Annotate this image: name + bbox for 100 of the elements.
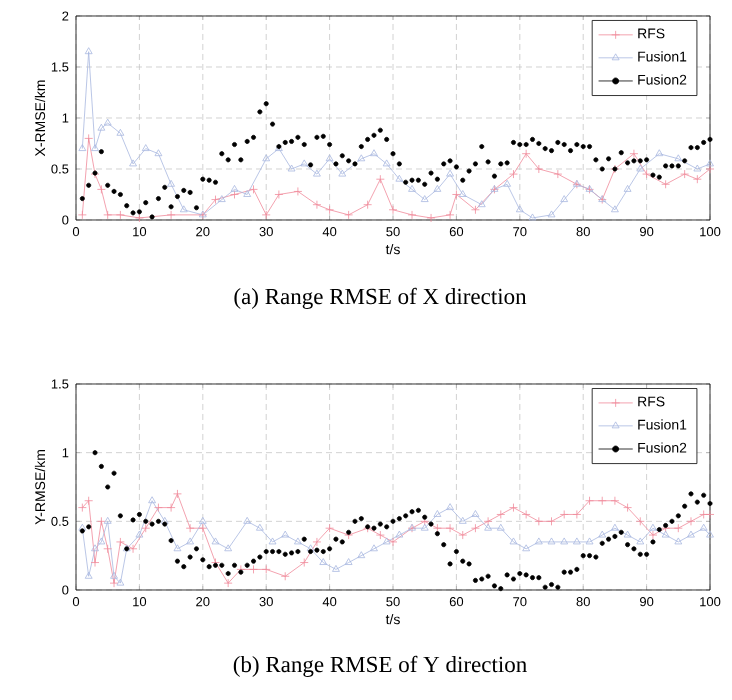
point [268, 537, 277, 545]
point [325, 523, 335, 533]
point [84, 496, 94, 506]
point [243, 516, 252, 524]
point [534, 537, 543, 545]
point [388, 537, 398, 547]
point [610, 496, 620, 506]
point [655, 149, 664, 157]
point [496, 510, 506, 519]
point [382, 159, 391, 167]
point [306, 544, 315, 552]
point [661, 530, 670, 538]
point [635, 516, 645, 526]
point [471, 205, 480, 215]
point [673, 523, 683, 533]
point [648, 530, 658, 540]
point [680, 169, 690, 179]
point [103, 118, 112, 126]
point [560, 537, 569, 545]
point [128, 544, 138, 554]
point [661, 179, 671, 189]
point [211, 195, 220, 204]
point [407, 210, 417, 220]
point [572, 510, 582, 519]
point [90, 558, 100, 567]
point [249, 565, 258, 574]
point [426, 213, 436, 223]
point [521, 149, 531, 159]
text: (b) Range RMSE of Y direction [233, 655, 527, 677]
point [445, 523, 455, 533]
point [559, 510, 569, 519]
point [452, 190, 461, 199]
point [642, 169, 652, 179]
point [154, 503, 163, 512]
point [503, 179, 511, 187]
point [611, 523, 619, 531]
point [686, 516, 696, 526]
point [312, 537, 322, 547]
point [692, 174, 702, 184]
point [116, 578, 125, 586]
point [509, 537, 518, 545]
point [91, 544, 99, 552]
point [432, 523, 442, 533]
point [109, 578, 119, 588]
point [370, 149, 378, 157]
point [154, 149, 163, 157]
point [395, 530, 404, 538]
point [294, 537, 302, 545]
point [458, 530, 468, 540]
point [598, 530, 607, 538]
point [103, 544, 113, 554]
point [629, 149, 639, 159]
point [623, 184, 632, 192]
point [363, 200, 373, 210]
point [547, 537, 556, 545]
point [148, 496, 156, 504]
point [674, 154, 683, 162]
point [261, 565, 271, 574]
point [458, 516, 467, 524]
point [141, 144, 150, 151]
point [249, 184, 258, 194]
point [293, 187, 303, 196]
point [97, 537, 106, 545]
point [135, 213, 144, 223]
point [693, 164, 702, 172]
point [611, 205, 619, 213]
point [382, 537, 391, 545]
point [255, 523, 264, 531]
point [553, 169, 563, 179]
point [185, 523, 195, 533]
point [281, 530, 290, 538]
point [287, 164, 296, 172]
point [84, 571, 93, 579]
point [509, 503, 518, 512]
point [300, 159, 309, 167]
point [110, 571, 118, 579]
point [496, 523, 505, 531]
text: (a) Range RMSE of X direction [234, 287, 527, 309]
point [262, 154, 271, 162]
point [312, 200, 322, 210]
point [91, 144, 99, 151]
point [167, 179, 175, 187]
point [375, 530, 385, 540]
point [515, 205, 524, 213]
point [198, 523, 208, 533]
point [338, 169, 347, 177]
point [344, 210, 354, 220]
point [280, 571, 290, 581]
point [408, 184, 416, 192]
point [135, 530, 144, 538]
point [96, 184, 106, 194]
point [198, 516, 207, 524]
point [687, 530, 695, 538]
point [674, 537, 683, 545]
point [217, 195, 226, 202]
point [509, 169, 518, 179]
point [471, 510, 480, 517]
point [445, 210, 455, 220]
point [230, 184, 239, 192]
point [344, 558, 353, 565]
